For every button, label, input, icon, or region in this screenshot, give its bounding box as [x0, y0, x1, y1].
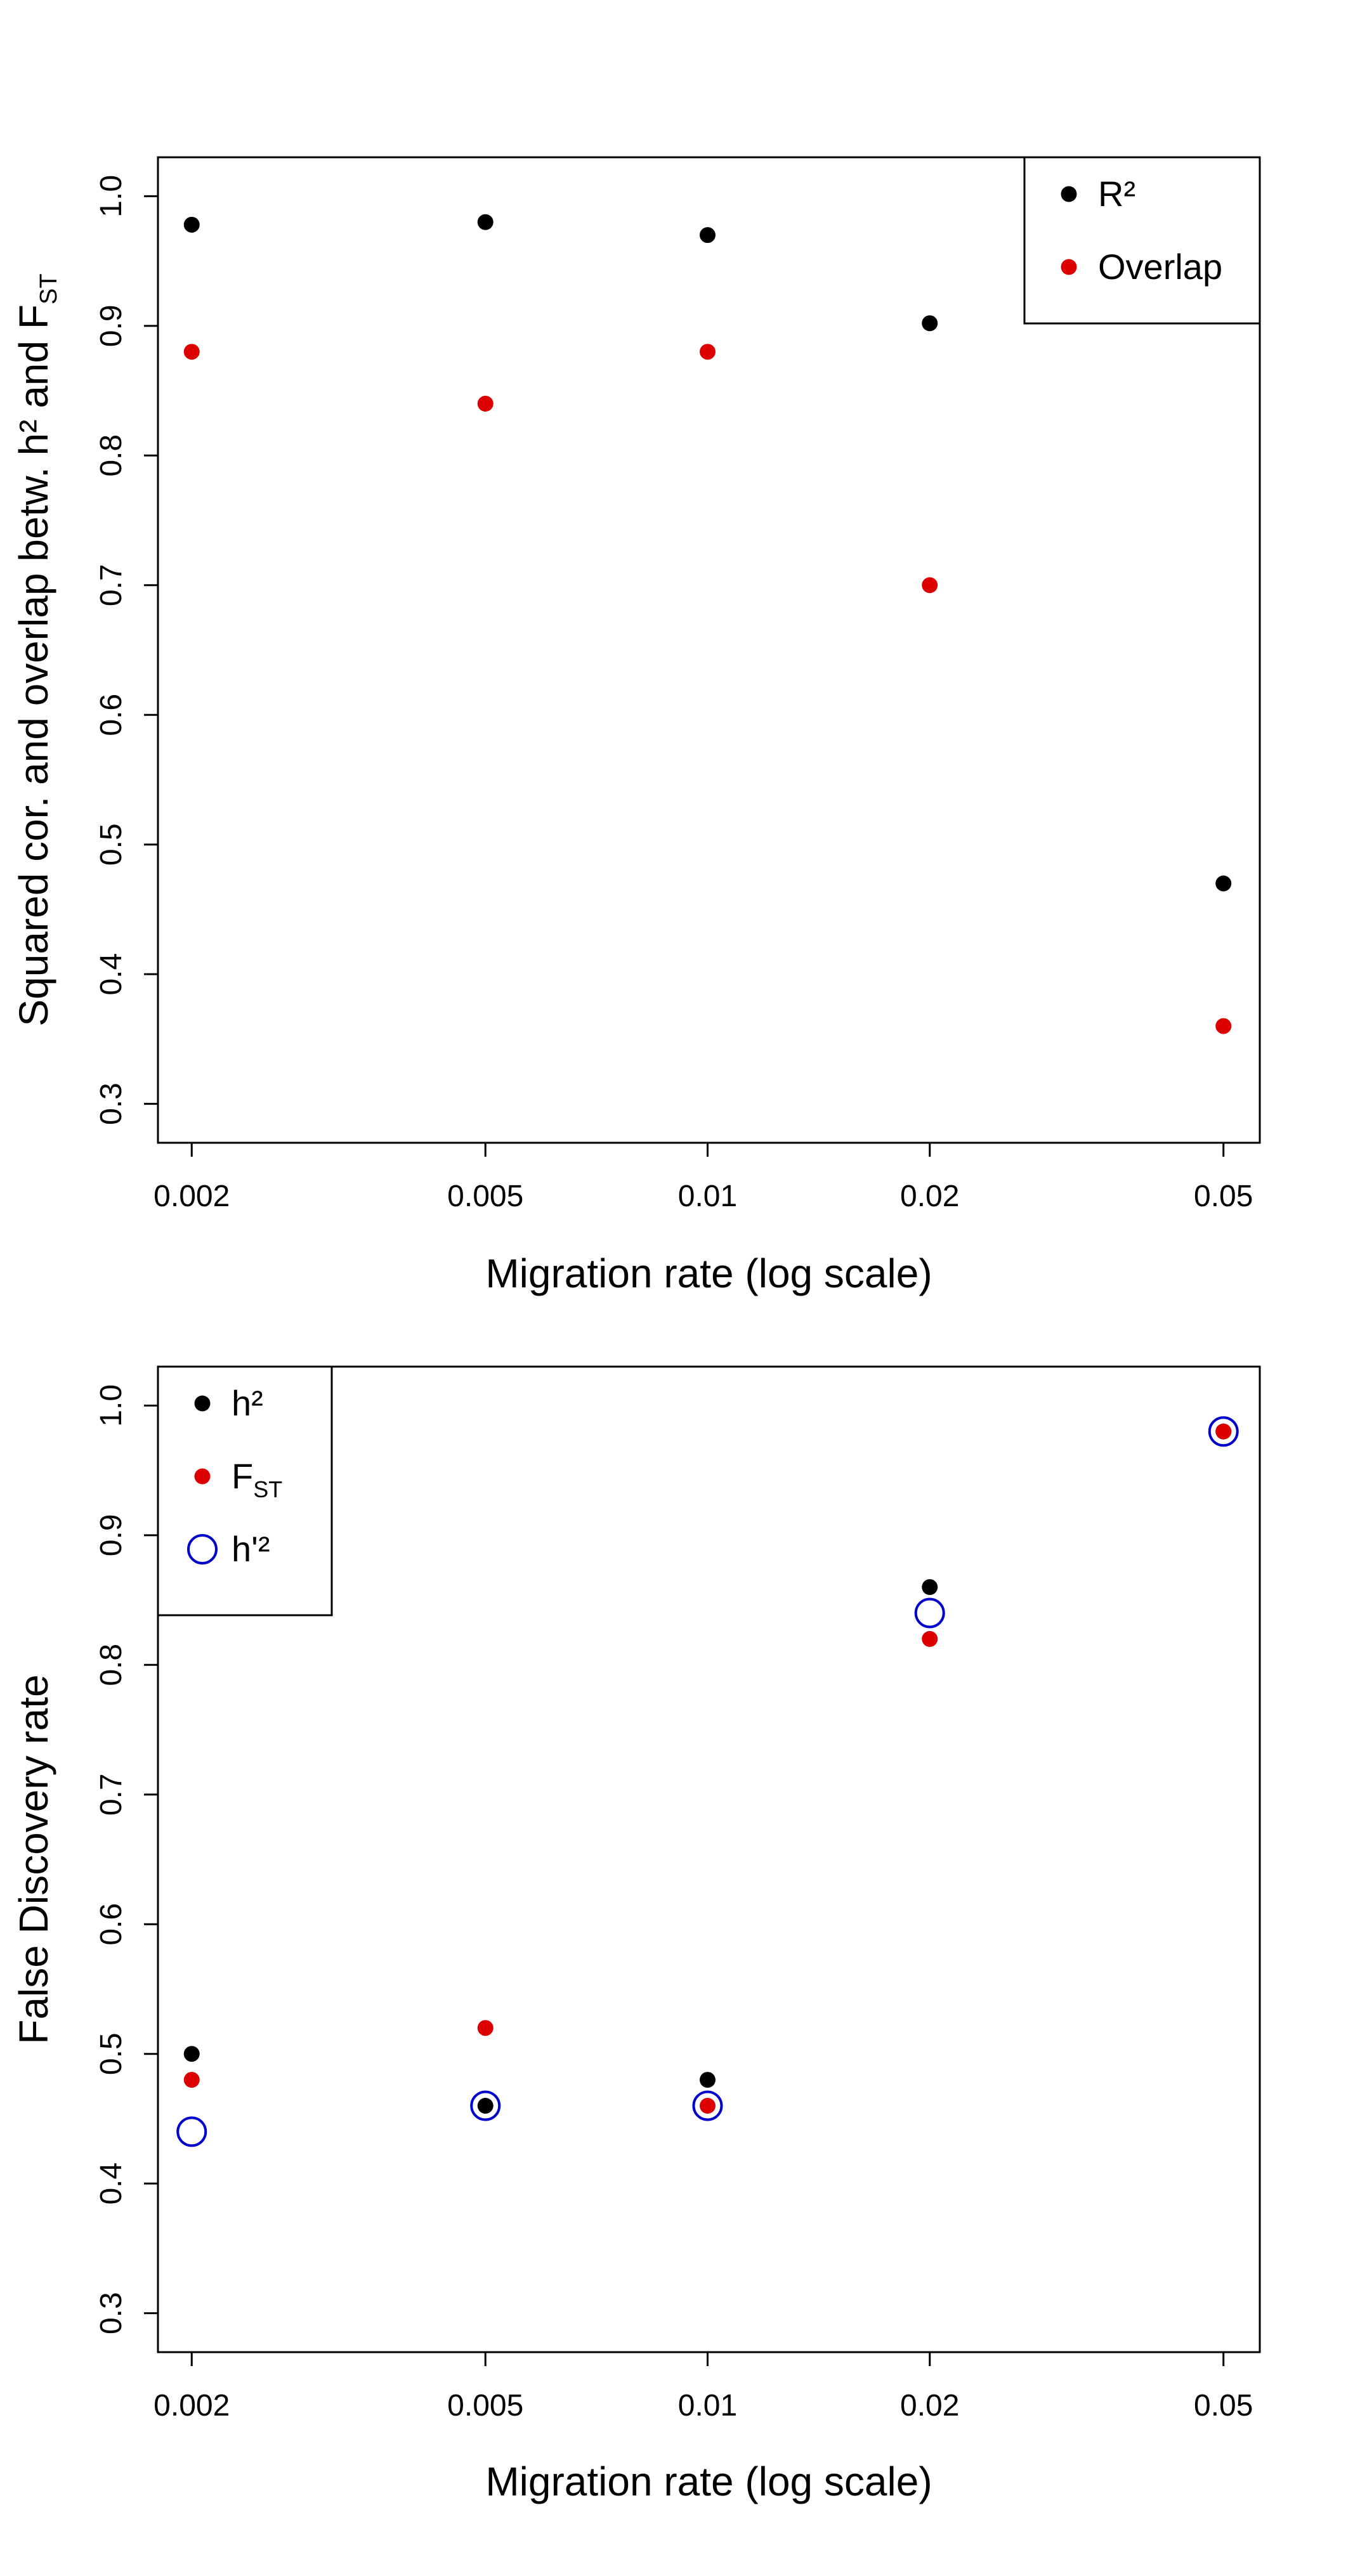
series-Overlap: [183, 344, 1232, 1034]
x-tick-label: 0.05: [1194, 1180, 1253, 1213]
y-axis-title: False Discovery rate: [11, 1674, 56, 2044]
y-tick-label: 0.9: [95, 304, 128, 347]
data-point: [183, 2046, 200, 2062]
y-axis-title-main: Squared cor. and overlap betw. h² and F: [11, 304, 56, 1027]
y-tick-label: 0.5: [95, 2033, 128, 2075]
legend-marker: [1061, 259, 1077, 275]
x-axis-title: Migration rate (log scale): [485, 2459, 932, 2504]
data-point: [183, 344, 200, 360]
y-tick-label: 0.6: [95, 1903, 128, 1946]
x-tick-label: 0.002: [154, 2389, 230, 2423]
data-point: [183, 2072, 200, 2088]
x-axis: 0.002 0.005 0.01 0.02 0.05: [154, 1142, 1253, 1213]
y-axis-title-main: False Discovery rate: [11, 1674, 56, 2044]
legend-label-main: Overlap: [1098, 247, 1222, 287]
y-axis-title: Squared cor. and overlap betw. h² and FS…: [11, 273, 62, 1026]
data-point: [699, 227, 716, 244]
data-point: [183, 216, 200, 233]
data-point-open-circle: [176, 2116, 207, 2147]
y-axis-title-subscript: ST: [36, 273, 62, 304]
x-tick-label: 0.005: [447, 1180, 523, 1213]
y-tick-label: 0.8: [95, 434, 128, 477]
x-tick-label: 0.02: [900, 2389, 959, 2423]
legend-box: [157, 1365, 333, 1617]
data-point: [1215, 875, 1232, 892]
y-axis: 0.3 0.4 0.5 0.6 0.7 0.8 0.9 1.0: [95, 1384, 159, 2334]
data-point-open-circle: [914, 1597, 945, 1629]
y-tick-label: 0.4: [95, 953, 128, 996]
y-tick-label: 0.7: [95, 1773, 128, 1816]
data-point: [477, 214, 494, 230]
data-point-open-circle: [692, 2090, 723, 2121]
legend-marker: [194, 1468, 211, 1485]
legend: h² FST h'²: [157, 1365, 333, 1617]
data-point: [699, 344, 716, 360]
data-point: [922, 577, 938, 594]
data-point: [922, 1630, 938, 1647]
series-F: [183, 1423, 1232, 2114]
y-tick-label: 0.5: [95, 823, 128, 866]
data-point: [1215, 1018, 1232, 1034]
data-point: [477, 2098, 494, 2114]
data-point: [477, 396, 494, 412]
x-tick-label: 0.01: [678, 2389, 737, 2423]
legend-marker: [187, 1534, 218, 1564]
top-chart-panel: 0.002 0.005 0.01 0.02 0.05 Migration rate (lo…: [11, 156, 1261, 1296]
series-h-: [176, 1416, 1239, 2147]
legend-marker: [1061, 186, 1077, 202]
x-axis: 0.002 0.005 0.01 0.02 0.05: [154, 2351, 1253, 2423]
y-tick-label: 0.9: [95, 1514, 128, 1556]
y-tick-label: 0.7: [95, 564, 128, 606]
legend-label-main: R²: [1098, 174, 1135, 214]
data-point: [1215, 1423, 1232, 1440]
data-point: [699, 2072, 716, 2088]
y-tick-label: 0.3: [95, 1083, 128, 1125]
x-tick-label: 0.05: [1194, 2389, 1253, 2423]
y-tick-label: 0.6: [95, 694, 128, 736]
y-tick-label: 0.8: [95, 1644, 128, 1686]
legend-label: FST: [232, 1456, 282, 1502]
y-tick-label: 0.4: [95, 2163, 128, 2205]
legend-label: R²: [1098, 174, 1135, 214]
legend-label: Overlap: [1098, 247, 1222, 287]
data-point: [922, 1579, 938, 1596]
y-axis: 0.3 0.4 0.5 0.6 0.7 0.8 0.9 1.0: [95, 175, 159, 1125]
data-point: [477, 2020, 494, 2036]
y-tick-label: 1.0: [95, 1384, 128, 1427]
data-point-open-circle: [1208, 1416, 1239, 1447]
legend-label-main: h²: [232, 1383, 263, 1423]
legend-label-main: h'²: [232, 1529, 270, 1569]
y-tick-label: 0.3: [95, 2292, 128, 2334]
legend-box: [1023, 156, 1261, 325]
series-h-: [183, 1423, 1232, 2114]
legend-label: h²: [232, 1383, 263, 1423]
data-point-open-circle: [470, 2090, 501, 2121]
legend-marker: [194, 1395, 211, 1412]
legend-label-main: F: [232, 1456, 253, 1496]
x-tick-label: 0.02: [900, 1180, 959, 1213]
data-point: [699, 2098, 716, 2114]
data-point: [922, 315, 938, 332]
legend: R² Overlap: [1023, 156, 1261, 325]
series-R-: [183, 214, 1232, 892]
legend-label-subscript: ST: [253, 1476, 282, 1502]
legend-label: h'²: [232, 1529, 270, 1569]
bottom-chart-panel: 0.002 0.005 0.01 0.02 0.05 Migration rate (lo…: [11, 1365, 1261, 2504]
x-axis-title: Migration rate (log scale): [485, 1251, 932, 1296]
x-tick-label: 0.002: [154, 1180, 230, 1213]
x-tick-label: 0.01: [678, 1180, 737, 1213]
x-tick-label: 0.005: [447, 2389, 523, 2423]
y-tick-label: 1.0: [95, 175, 128, 218]
